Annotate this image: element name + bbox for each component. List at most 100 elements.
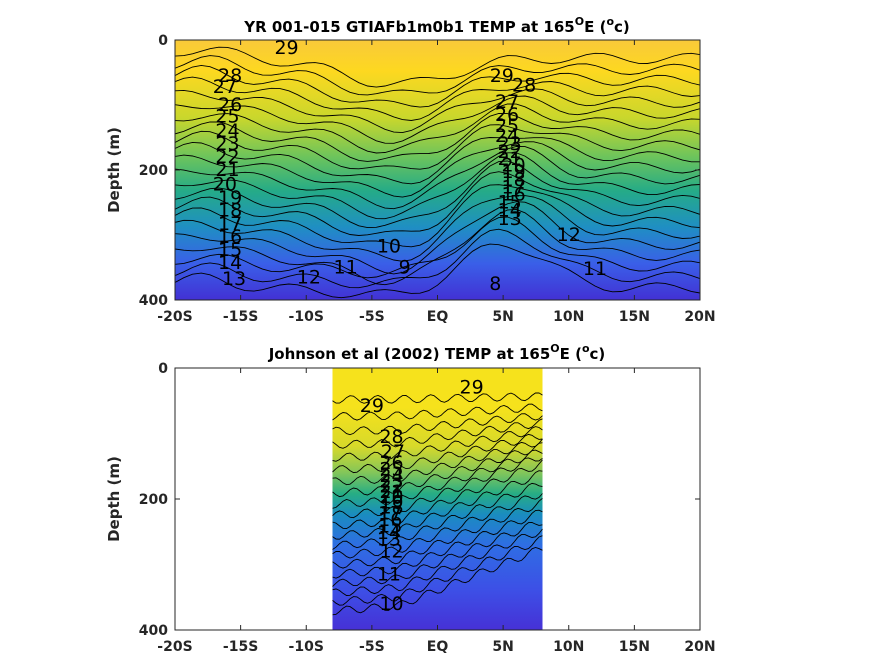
contour-label: 22 (498, 141, 522, 163)
contour-line-20 (332, 457, 543, 519)
y-tick-label: 400 (139, 293, 168, 309)
contour-line-22 (175, 112, 700, 162)
y-axis-label: Depth (m) (105, 456, 123, 542)
contour-line-10 (332, 547, 543, 616)
contour-line-13 (332, 522, 543, 587)
contour-line-19 (332, 459, 543, 530)
contour-label: 29 (460, 377, 484, 399)
y-tick-label: 0 (158, 33, 168, 49)
contour-label: 29 (490, 65, 514, 87)
contour-line-18 (332, 470, 543, 540)
contour-line-26 (175, 76, 700, 121)
contour-label: 11 (377, 563, 401, 585)
contour-label: 22 (379, 476, 403, 498)
contour-label: 28 (218, 65, 242, 87)
contour-label: 8 (489, 273, 501, 295)
contour-label: 29 (360, 395, 384, 417)
contour-label: 14 (498, 199, 522, 221)
contour-label: 22 (215, 146, 239, 168)
contour-line-25 (332, 426, 543, 462)
contour-label: 27 (495, 91, 519, 113)
contour-label: 11 (583, 258, 607, 280)
contour-line-11 (332, 535, 543, 606)
contour-line-14 (175, 184, 700, 248)
contour-label: 28 (512, 75, 536, 97)
x-tick-label: 20N (684, 639, 715, 655)
contour-line-29 (332, 392, 543, 404)
x-tick-label: -5S (359, 639, 385, 655)
y-tick-label: 0 (158, 361, 168, 377)
contour-label: 16 (502, 184, 526, 206)
contour-line-20 (175, 137, 700, 185)
contour-label: 17 (218, 213, 242, 235)
contour-label: 27 (213, 76, 237, 98)
contour-line-21 (175, 124, 700, 170)
contour-label: 23 (215, 133, 239, 155)
contour-line-9 (175, 228, 700, 289)
x-tick-label: -15S (223, 639, 258, 655)
contour-label: 14 (377, 522, 401, 544)
contour-line-15 (332, 497, 543, 569)
contour-line-25 (175, 88, 700, 134)
contour-line-27 (175, 64, 700, 108)
contour-line-13 (175, 195, 700, 262)
x-tick-label: -15S (223, 309, 258, 325)
contour-label: 25 (215, 106, 239, 128)
contour-label: 11 (334, 257, 358, 279)
chart-title-sup2: o (606, 15, 614, 28)
contour-line-23 (175, 103, 700, 154)
contour-line-27 (332, 413, 543, 436)
contour-label: 15 (498, 192, 522, 214)
x-tick-label: -20S (157, 639, 192, 655)
chart-title-end: c) (614, 18, 630, 36)
contour-label: 21 (379, 481, 403, 503)
contour-label: 19 (502, 161, 526, 183)
panel-top: YR 001-015 GTIAFb1m0b1 TEMP at 165OE (oc… (105, 15, 716, 325)
contour-line-19 (175, 141, 700, 198)
contour-label: 25 (379, 459, 403, 481)
cold-dome (296, 210, 684, 300)
temperature-field (332, 368, 543, 630)
contour-line-24 (175, 95, 700, 144)
y-tick-label: 200 (139, 163, 168, 179)
contour-line-29 (175, 46, 700, 88)
contour-label: 9 (399, 257, 411, 279)
contour-label: 24 (215, 120, 239, 142)
chart-title-tail: E ( (584, 18, 606, 36)
axis-ticks: -20S -15S -10S -5S EQ 5N 10N 15N 20N 0 200 400 (139, 361, 716, 655)
contour-lines (332, 392, 543, 616)
x-tick-label: 10N (553, 309, 584, 325)
contour-label: 29 (274, 37, 298, 59)
heatmap-field (332, 368, 543, 630)
x-tick-label: 5N (492, 309, 513, 325)
contour-label: 10 (379, 593, 403, 615)
contour-line-18 (175, 145, 700, 210)
contour-label: 24 (495, 125, 519, 147)
contour-line-12 (175, 201, 700, 275)
x-tick-label: 10N (553, 639, 584, 655)
contour-line-21 (332, 449, 543, 509)
contour-label: 23 (379, 470, 403, 492)
contour-label: 26 (495, 104, 519, 126)
x-tick-label: -10S (289, 639, 324, 655)
panel-bottom: Johnson et al (2002) TEMP at 165OE (oc) … (105, 342, 716, 655)
contour-label: 25 (495, 115, 519, 137)
contour-line-8 (175, 243, 700, 299)
contour-label: 26 (379, 452, 403, 474)
chart-title-main: YR 001-015 GTIAFb1m0b1 TEMP at 165 (243, 18, 575, 36)
contour-line-10 (175, 216, 700, 279)
contour-label: 28 (379, 426, 403, 448)
x-tick-label: EQ (427, 309, 449, 325)
contour-line-23 (332, 438, 543, 486)
contour-label: 18 (379, 497, 403, 519)
contour-label: 12 (557, 224, 581, 246)
chart-title-sup: O (575, 15, 584, 28)
contour-line-24 (332, 433, 543, 474)
contour-label: 13 (222, 268, 246, 290)
contour-label: 21 (498, 148, 522, 170)
x-tick-label: EQ (427, 639, 449, 655)
contour-label: 15 (218, 239, 242, 261)
x-tick-label: 20N (684, 309, 715, 325)
contour-label: 12 (379, 540, 403, 562)
